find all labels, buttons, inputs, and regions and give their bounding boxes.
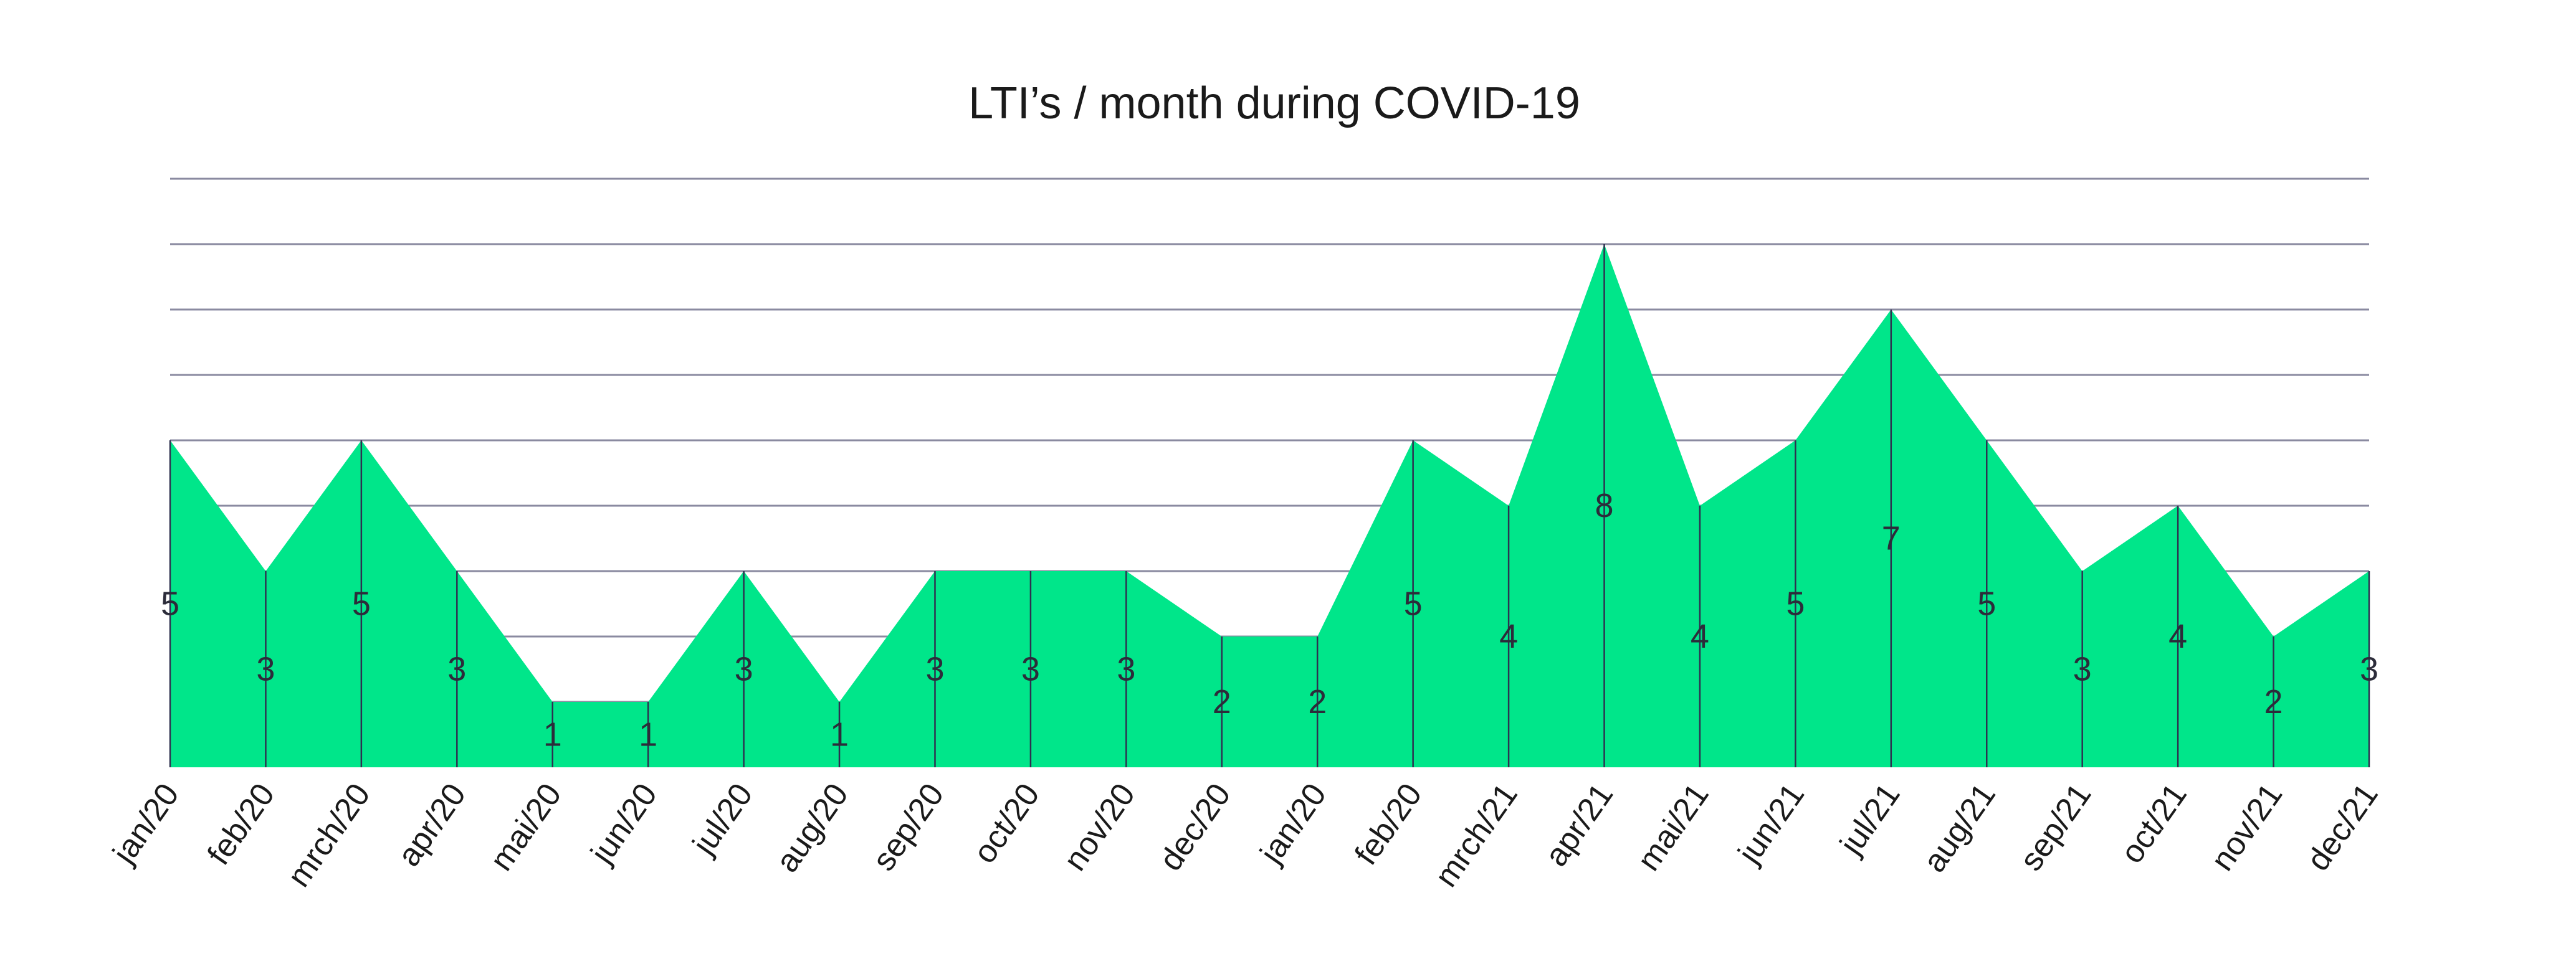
x-tick-label: jun/20	[583, 777, 664, 871]
x-tick-label: mrch/20	[280, 777, 377, 894]
x-tick-label: feb/20	[201, 777, 282, 872]
x-tick-label: dec/21	[2300, 777, 2385, 878]
chart-title: LTI’s / month during COVID-19	[968, 78, 1580, 128]
x-tick-label: aug/20	[769, 777, 856, 879]
x-tick-label: aug/21	[1916, 777, 2003, 879]
x-tick-label: mai/20	[484, 777, 569, 878]
x-tick-label: jun/21	[1730, 777, 1811, 871]
x-tick-label: jan/20	[105, 777, 186, 871]
data-label: 4	[2168, 618, 2187, 655]
data-label: 3	[447, 651, 466, 688]
x-tick-label: mai/21	[1631, 777, 1716, 878]
data-label: 3	[256, 651, 275, 688]
drop-lines	[169, 244, 2370, 767]
data-label: 4	[1499, 618, 1518, 655]
x-tick-label: oct/21	[2114, 777, 2194, 870]
data-label: 3	[1021, 651, 1040, 688]
x-tick-label: sep/20	[866, 777, 951, 878]
data-label: 3	[1117, 651, 1135, 688]
x-tick-label: jan/20	[1252, 777, 1333, 871]
data-label: 5	[1977, 585, 1996, 623]
data-label: 1	[639, 716, 657, 754]
data-label: 2	[2264, 683, 2283, 721]
area-series	[170, 244, 2369, 767]
x-tick-label: sep/21	[2013, 777, 2098, 878]
data-label: 5	[1786, 585, 1805, 623]
data-label: 5	[161, 585, 179, 623]
grid-lines	[170, 177, 2369, 703]
data-label: 2	[1308, 683, 1327, 721]
data-label: 5	[352, 585, 371, 623]
x-tick-label: nov/21	[2204, 777, 2289, 878]
x-tick-label: dec/20	[1153, 777, 1238, 878]
data-label: 1	[830, 716, 849, 754]
x-tick-label: jul/21	[1833, 777, 1907, 863]
data-label: 7	[1882, 520, 1901, 557]
data-label: 2	[1213, 683, 1231, 721]
x-tick-label: mrch/21	[1428, 777, 1525, 894]
data-label: 4	[1691, 618, 1709, 655]
data-label: 1	[543, 716, 562, 754]
data-label: 3	[925, 651, 944, 688]
x-tick-label: apr/20	[391, 777, 473, 873]
x-tick-label: oct/20	[966, 777, 1047, 870]
data-labels: 5 3 5 3 1 1 3 1 3 3 3 2 2 5 4 8 4 5 7 5 3 4 2 3	[161, 487, 2378, 754]
data-label: 5	[1404, 585, 1423, 623]
x-tick-label: jul/20	[685, 777, 760, 863]
data-label: 3	[2360, 651, 2378, 688]
data-label: 3	[2073, 651, 2092, 688]
x-tick-label: nov/20	[1057, 777, 1142, 878]
x-tick-label: apr/21	[1538, 777, 1620, 873]
data-label: 8	[1595, 487, 1613, 524]
data-label: 3	[735, 651, 753, 688]
area-fill	[170, 244, 2369, 767]
x-tick-label: feb/20	[1348, 777, 1429, 872]
